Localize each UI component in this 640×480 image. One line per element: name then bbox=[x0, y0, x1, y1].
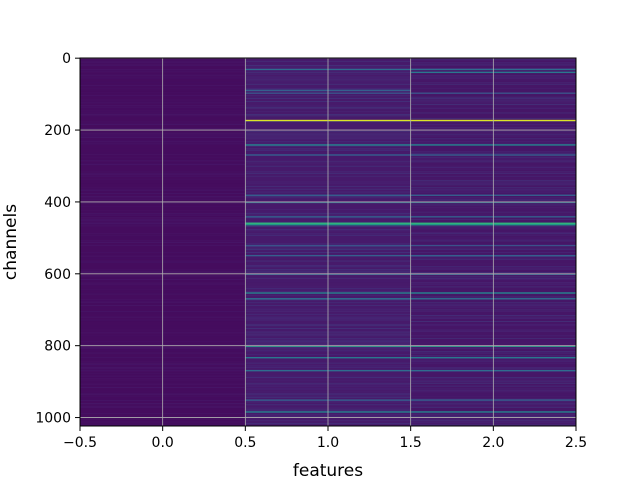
x-axis-label: features bbox=[293, 461, 363, 480]
y-tick-label: 0 bbox=[62, 51, 71, 67]
y-axis: 0 200 400 600 800 1000 bbox=[35, 51, 80, 427]
y-tick-label: 400 bbox=[44, 195, 71, 211]
x-tick-label: 1.5 bbox=[400, 435, 422, 451]
x-tick-label: 0.5 bbox=[234, 435, 256, 451]
y-tick-label: 1000 bbox=[35, 411, 71, 427]
y-tick-label: 200 bbox=[44, 123, 71, 139]
x-tick-label: 1.0 bbox=[317, 435, 339, 451]
x-tick-label: 0.0 bbox=[152, 435, 174, 451]
x-axis: −0.5 0.0 0.5 1.0 1.5 2.0 2.5 bbox=[63, 426, 587, 451]
x-tick-label: −0.5 bbox=[63, 435, 97, 451]
y-tick-label: 800 bbox=[44, 339, 71, 355]
y-tick-label: 600 bbox=[44, 267, 71, 283]
y-axis-label: channels bbox=[1, 204, 21, 280]
x-tick-label: 2.0 bbox=[482, 435, 504, 451]
x-tick-label: 2.5 bbox=[565, 435, 587, 451]
